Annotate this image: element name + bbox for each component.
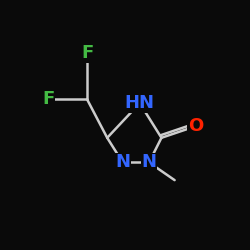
Text: O: O <box>188 117 203 135</box>
Text: N: N <box>115 154 130 172</box>
Text: F: F <box>42 90 54 108</box>
Text: N: N <box>142 154 156 172</box>
Text: HN: HN <box>125 94 155 112</box>
Text: F: F <box>81 44 93 62</box>
